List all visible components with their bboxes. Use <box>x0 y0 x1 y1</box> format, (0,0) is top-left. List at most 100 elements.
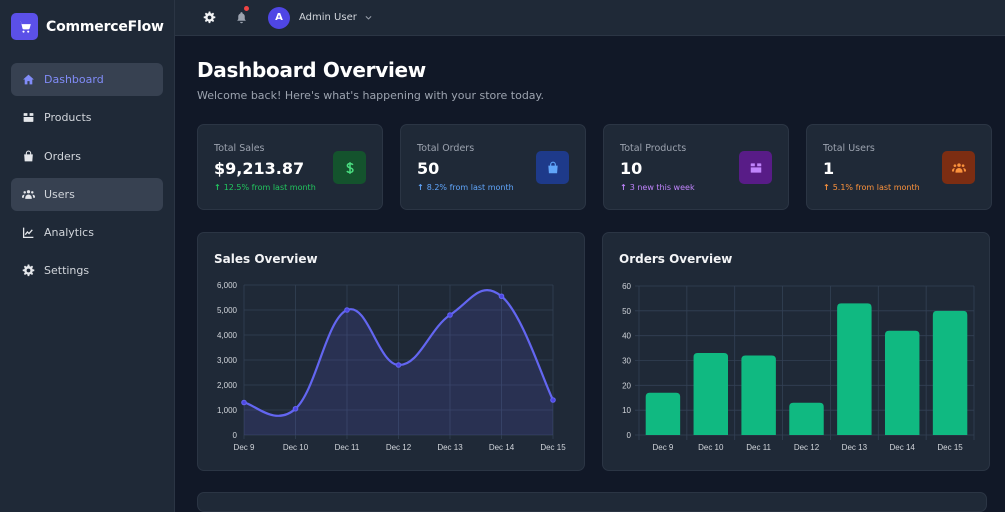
y-tick-label: 40 <box>622 332 631 341</box>
x-tick-label: Dec 14 <box>489 443 515 452</box>
data-point <box>292 405 299 412</box>
y-tick-label: 1,000 <box>217 406 238 415</box>
arrow-up-icon: ↑ <box>417 183 424 192</box>
bar <box>693 353 729 435</box>
chart-line-icon <box>21 226 35 240</box>
x-tick-label: Dec 9 <box>652 443 673 452</box>
shopping-bag-icon <box>21 149 35 163</box>
stat-card-total-products: Total Products 10 ↑ 3 new this week <box>603 124 789 210</box>
gear-icon[interactable] <box>201 10 217 26</box>
y-tick-label: 4,000 <box>217 331 238 340</box>
arrow-up-icon: ↑ <box>620 183 627 192</box>
sidebar-item-analytics[interactable]: Analytics <box>11 216 163 249</box>
content: Dashboard Overview Welcome back! Here's … <box>175 36 1005 512</box>
home-icon <box>21 73 35 87</box>
stat-label: Total Sales <box>214 143 265 154</box>
sidebar-item-users[interactable]: Users <box>11 177 163 211</box>
stat-change-text: 5.1% from last month <box>832 183 920 192</box>
orders-overview-card: Orders Overview 0 10 20 30 40 50 60 Dec 9 Dec 10… <box>602 232 990 471</box>
user-menu[interactable]: A Admin User <box>268 6 373 29</box>
data-point <box>498 293 505 300</box>
shopping-cart-icon <box>11 13 38 40</box>
y-tick-label: 50 <box>622 307 631 316</box>
data-point <box>241 399 247 406</box>
stat-change: ↑ 5.1% from last month <box>823 183 975 192</box>
dollar-icon <box>333 151 366 184</box>
stat-label: Total Users <box>823 143 875 154</box>
y-tick-label: 3,000 <box>217 356 238 365</box>
bell-icon <box>236 12 246 24</box>
notification-badge <box>244 5 249 11</box>
y-tick-label: 10 <box>622 406 631 415</box>
notifications-button[interactable] <box>233 5 249 26</box>
x-tick-label: Dec 11 <box>746 443 771 452</box>
x-tick-label: Dec 10 <box>698 443 724 452</box>
y-tick-label: 5,000 <box>217 306 238 315</box>
x-tick-label: Dec 12 <box>794 443 820 452</box>
stat-card-total-users: Total Users 1 ↑ 5.1% from last month <box>806 124 992 210</box>
x-tick-label: Dec 13 <box>437 443 463 452</box>
y-tick-label: 20 <box>622 381 631 390</box>
stats-row: Total Sales $9,213.87 ↑ 12.5% from last … <box>197 124 992 210</box>
x-tick-label: Dec 12 <box>386 443 412 452</box>
y-tick-label: 6,000 <box>217 281 238 290</box>
stat-change-text: 12.5% from last month <box>223 183 316 192</box>
area-fill <box>244 290 553 435</box>
x-tick-label: Dec 14 <box>890 443 916 452</box>
sidebar-item-label: Dashboard <box>44 73 104 86</box>
sidebar-item-label: Products <box>44 111 92 125</box>
sidebar-item-dashboard[interactable]: Dashboard <box>11 63 163 96</box>
main-area: A Admin User Dashboard Overview Welcome … <box>175 0 1005 512</box>
data-point <box>550 397 556 403</box>
stat-change-text: 8.2% from last month <box>426 183 514 192</box>
gear-icon <box>21 264 35 278</box>
bar <box>932 310 968 435</box>
stat-value: 10 <box>620 159 643 178</box>
page-subtitle: Welcome back! Here's what's happening wi… <box>197 89 544 102</box>
stat-change: ↑ 3 new this week <box>620 183 772 192</box>
brand-name: CommerceFlow <box>46 18 164 35</box>
stat-value: $9,213.87 <box>214 159 305 178</box>
stat-change: ↑ 12.5% from last month <box>214 183 366 192</box>
box-icon <box>21 111 35 125</box>
stat-value: 1 <box>823 159 835 178</box>
box-icon <box>739 151 772 184</box>
sidebar-item-settings[interactable]: Settings <box>11 254 163 287</box>
user-name: Admin User <box>299 12 357 23</box>
arrow-up-icon: ↑ <box>214 183 221 192</box>
bar <box>789 402 824 435</box>
page-title: Dashboard Overview <box>197 58 426 82</box>
sidebar-item-products[interactable]: Products <box>11 101 163 134</box>
sidebar-nav: Dashboard Products Orders Users <box>0 53 174 287</box>
x-tick-label: Dec 15 <box>937 443 963 452</box>
top-bar: A Admin User <box>175 0 1005 36</box>
sidebar-item-label: Settings <box>44 264 90 278</box>
data-point <box>395 362 402 368</box>
sidebar: CommerceFlow Dashboard Products Orders <box>0 0 175 512</box>
bar <box>645 392 681 435</box>
stat-change-text: 3 new this week <box>629 183 695 192</box>
charts-row: Sales Overview 0 1,000 2,000 3,000 4,000 5,00… <box>197 232 992 471</box>
users-icon <box>942 151 975 184</box>
stat-label: Total Products <box>620 143 687 154</box>
stat-change: ↑ 8.2% from last month <box>417 183 569 192</box>
sidebar-item-orders[interactable]: Orders <box>11 140 163 173</box>
y-tick-label: 30 <box>622 357 631 366</box>
y-tick-label: 0 <box>233 431 238 440</box>
x-tick-label: Dec 13 <box>842 443 868 452</box>
sales-overview-card: Sales Overview 0 1,000 2,000 3,000 4,000 5,00… <box>197 232 585 471</box>
chart-title: Sales Overview <box>214 252 318 266</box>
sales-line-chart: 0 1,000 2,000 3,000 4,000 5,000 6,000 Dec 9 Dec … <box>217 281 566 452</box>
avatar: A <box>268 6 290 29</box>
orders-bar-chart: 0 10 20 30 40 50 60 Dec 9 Dec 10 Dec 11 Dec 12 Dec … <box>622 282 975 452</box>
sidebar-item-label: Analytics <box>44 226 94 240</box>
x-tick-label: Dec 10 <box>283 443 309 452</box>
stat-value: 50 <box>417 159 440 178</box>
y-tick-label: 0 <box>627 431 632 440</box>
shopping-bag-icon <box>536 151 569 184</box>
sidebar-item-label: Users <box>44 187 75 201</box>
x-tick-label: Dec 15 <box>540 443 566 452</box>
brand[interactable]: CommerceFlow <box>0 0 174 53</box>
x-tick-label: Dec 11 <box>335 443 360 452</box>
